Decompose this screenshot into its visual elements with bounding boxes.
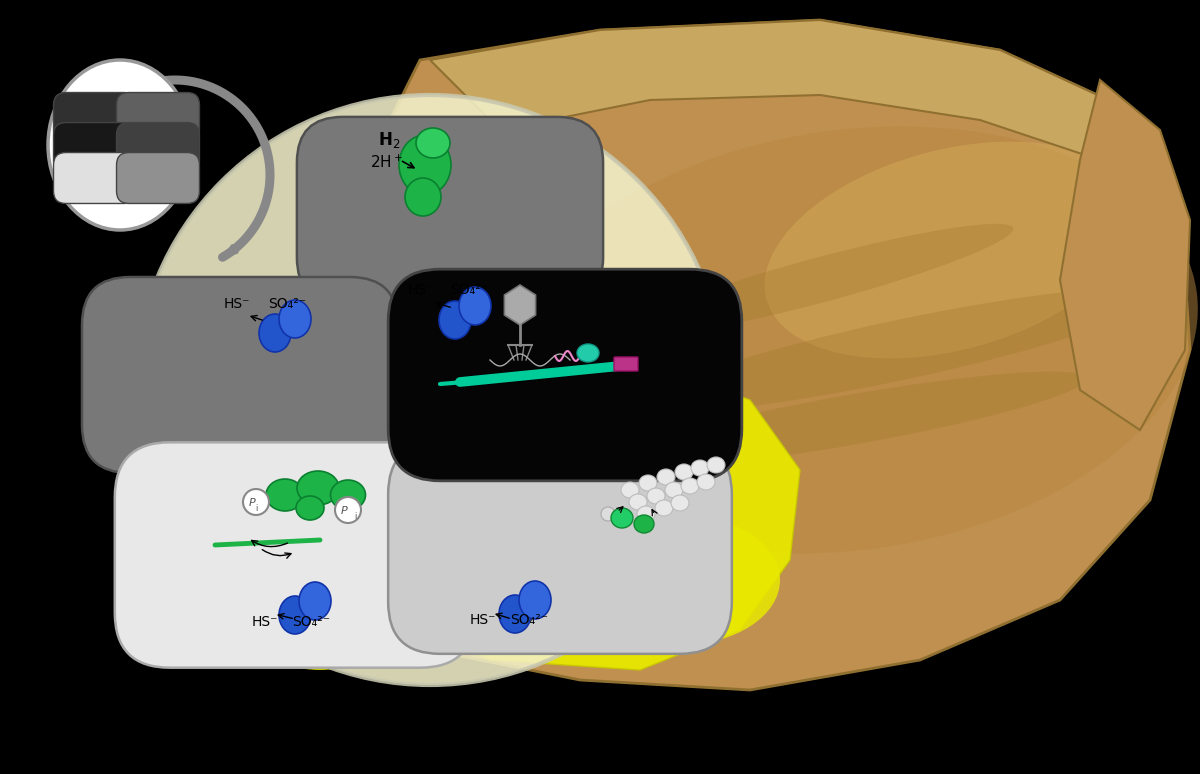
- FancyBboxPatch shape: [116, 93, 199, 143]
- Text: SO₄²⁻: SO₄²⁻: [450, 283, 488, 297]
- Ellipse shape: [416, 128, 450, 158]
- Ellipse shape: [259, 314, 292, 352]
- FancyBboxPatch shape: [296, 117, 604, 303]
- Ellipse shape: [622, 482, 640, 498]
- FancyBboxPatch shape: [54, 152, 137, 204]
- Ellipse shape: [230, 510, 410, 670]
- FancyBboxPatch shape: [54, 93, 137, 143]
- Ellipse shape: [613, 372, 1086, 468]
- Text: SO₄²⁻: SO₄²⁻: [268, 297, 306, 311]
- Ellipse shape: [634, 515, 654, 533]
- Polygon shape: [430, 20, 1130, 160]
- Ellipse shape: [398, 135, 451, 195]
- Ellipse shape: [298, 471, 340, 505]
- Polygon shape: [290, 350, 800, 670]
- Ellipse shape: [436, 315, 695, 435]
- Ellipse shape: [671, 495, 689, 511]
- Ellipse shape: [335, 497, 361, 523]
- FancyBboxPatch shape: [388, 442, 732, 654]
- Ellipse shape: [637, 506, 655, 522]
- FancyBboxPatch shape: [115, 442, 475, 668]
- Text: H$_2$: H$_2$: [378, 130, 401, 150]
- Ellipse shape: [580, 515, 780, 645]
- Ellipse shape: [458, 287, 491, 325]
- Ellipse shape: [707, 457, 725, 473]
- Ellipse shape: [278, 300, 311, 338]
- FancyBboxPatch shape: [388, 269, 742, 481]
- Ellipse shape: [691, 460, 709, 476]
- Text: P: P: [250, 498, 256, 508]
- Ellipse shape: [278, 596, 311, 634]
- Ellipse shape: [697, 474, 715, 490]
- Ellipse shape: [406, 178, 442, 216]
- Ellipse shape: [764, 142, 1135, 358]
- Circle shape: [134, 95, 725, 685]
- Ellipse shape: [674, 464, 694, 480]
- Text: P: P: [341, 506, 348, 516]
- Polygon shape: [1060, 80, 1190, 430]
- FancyBboxPatch shape: [82, 277, 398, 473]
- Text: i: i: [256, 504, 257, 513]
- Ellipse shape: [682, 478, 698, 494]
- Polygon shape: [260, 20, 1190, 690]
- Text: HS⁻: HS⁻: [224, 297, 251, 311]
- Text: SO₄²⁻: SO₄²⁻: [510, 613, 548, 627]
- Ellipse shape: [629, 494, 647, 510]
- FancyBboxPatch shape: [614, 357, 638, 371]
- Ellipse shape: [242, 489, 269, 515]
- Ellipse shape: [577, 344, 599, 362]
- Ellipse shape: [499, 595, 530, 633]
- Ellipse shape: [601, 507, 616, 521]
- Ellipse shape: [658, 469, 674, 485]
- Ellipse shape: [640, 475, 658, 491]
- Ellipse shape: [626, 224, 1013, 336]
- Text: SO₄²⁻: SO₄²⁻: [292, 615, 330, 629]
- Ellipse shape: [647, 488, 665, 504]
- FancyBboxPatch shape: [54, 122, 137, 173]
- FancyBboxPatch shape: [116, 152, 199, 204]
- Ellipse shape: [299, 582, 331, 620]
- Ellipse shape: [646, 289, 1154, 412]
- Ellipse shape: [296, 496, 324, 520]
- Ellipse shape: [655, 500, 673, 516]
- Ellipse shape: [611, 508, 634, 528]
- FancyBboxPatch shape: [116, 122, 199, 173]
- Ellipse shape: [48, 60, 192, 230]
- Text: HS⁻: HS⁻: [408, 283, 434, 297]
- Ellipse shape: [502, 126, 1198, 553]
- Text: HS⁻: HS⁻: [252, 615, 278, 629]
- Ellipse shape: [330, 480, 366, 510]
- Text: i: i: [354, 512, 356, 521]
- Ellipse shape: [439, 301, 470, 339]
- Polygon shape: [504, 285, 535, 325]
- Text: HS⁻: HS⁻: [470, 613, 497, 627]
- Ellipse shape: [520, 581, 551, 619]
- Ellipse shape: [266, 479, 304, 511]
- Ellipse shape: [665, 482, 683, 498]
- Text: 2H$^+$: 2H$^+$: [370, 154, 403, 171]
